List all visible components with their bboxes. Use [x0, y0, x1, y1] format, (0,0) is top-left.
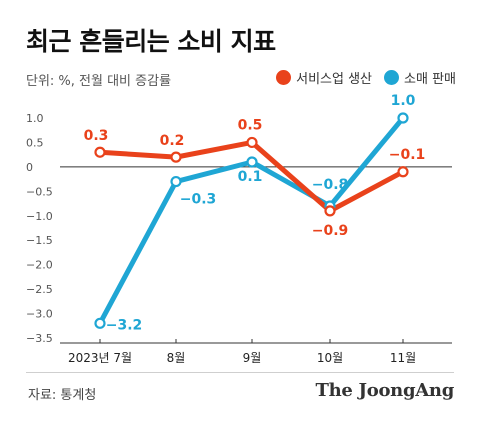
footer-divider	[26, 372, 454, 373]
data-point-retail	[94, 317, 106, 329]
data-point-service	[170, 151, 182, 163]
line-chart: 1.0 0.5 0 −0.5 −1.0 −1.5 −2.0 −2.5 −3.0 −3.5 2023년…	[26, 93, 452, 365]
y-tick-label: −2.5	[26, 283, 53, 296]
legend-label-service: 서비스업 생산	[296, 72, 373, 87]
data-point-service	[397, 166, 409, 178]
x-tick-label: 8월	[167, 351, 186, 365]
legend: 서비스업 생산 소매 판매	[276, 68, 456, 87]
data-point-retail	[397, 112, 409, 124]
unit-note: 단위: %, 전월 대비 증감률	[26, 74, 172, 89]
data-label-retail: 0.1	[238, 169, 263, 185]
source-note: 자료: 통계청	[28, 388, 97, 403]
data-point-service	[324, 205, 336, 217]
data-label-retail: −0.3	[180, 192, 217, 208]
data-label-retail: 1.0	[391, 93, 416, 109]
x-tick-label: 2023년 7월	[68, 351, 132, 365]
y-tick-label: 1.0	[26, 112, 44, 125]
data-point-service	[94, 146, 106, 158]
legend-marker-retail	[384, 70, 400, 85]
data-point-retail	[170, 175, 182, 188]
y-tick-label: 0	[26, 161, 33, 174]
x-tick-label: 9월	[243, 351, 262, 365]
series-line-retail	[97, 115, 406, 326]
data-label-service: 0.2	[160, 133, 185, 149]
legend-item-service: 서비스업 생산	[276, 68, 372, 87]
data-label-service: −0.9	[312, 223, 349, 239]
y-tick-label: −3.5	[26, 332, 53, 345]
data-label-retail: −3.2	[106, 317, 143, 333]
y-tick-label: −1.0	[26, 210, 53, 223]
y-tick-label: −2.0	[26, 259, 53, 272]
data-label-retail: −0.8	[312, 177, 349, 193]
y-tick-label: −1.5	[26, 234, 53, 247]
legend-label-retail: 소매 판매	[404, 72, 456, 87]
y-tick-label: −3.0	[26, 308, 53, 321]
publisher-logo: The JoongAng	[315, 380, 455, 401]
x-tick-label: 10월	[317, 351, 343, 365]
data-point-retail	[246, 156, 258, 168]
y-tick-label: 0.5	[26, 136, 44, 149]
y-tick-label: −0.5	[26, 185, 53, 198]
data-label-service: 0.3	[84, 128, 109, 144]
legend-item-retail: 소매 판매	[384, 68, 456, 87]
legend-marker-service	[276, 70, 292, 85]
data-label-service: −0.1	[389, 147, 426, 163]
chart-title: 최근 흔들리는 소비 지표	[26, 27, 276, 56]
data-point-service	[246, 136, 258, 149]
x-tick-label: 11월	[390, 351, 416, 365]
data-label-service: 0.5	[238, 117, 263, 133]
